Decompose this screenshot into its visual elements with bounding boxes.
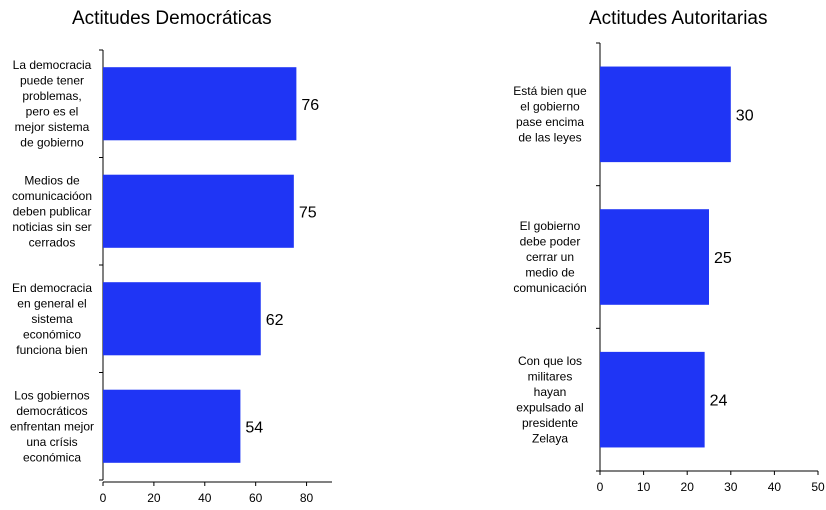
x-tick-label: 30	[724, 480, 738, 494]
x-tick-label: 20	[147, 491, 161, 505]
category-label: Medios de comunicacióon deben publicar noti…	[12, 173, 92, 249]
bar-value-label: 76	[301, 97, 319, 114]
category-label-line: enfrentan mejor	[10, 419, 94, 433]
bar	[103, 174, 294, 248]
category-label-line: deben publicar	[13, 204, 92, 218]
category-label-line: Zelaya	[532, 431, 568, 445]
category-label-line: Con que los	[518, 354, 582, 368]
category-label-line: económica	[23, 450, 81, 464]
x-tick-label: 20	[681, 480, 695, 494]
category-label-line: problemas,	[22, 89, 81, 103]
category-label-line: hayan	[534, 385, 567, 399]
category-label-line: Está bien que	[513, 84, 587, 98]
x-tick-label: 10	[637, 480, 651, 494]
bar	[103, 67, 297, 141]
bar-value-label: 62	[266, 312, 284, 329]
chart-title: Actitudes Democráticas	[72, 8, 272, 29]
bar	[103, 282, 261, 356]
category-label-line: pase encima	[516, 115, 584, 129]
category-label: El gobierno debe poder cerrar un medio de co…	[513, 219, 586, 295]
x-tick-label: 80	[300, 491, 314, 505]
category-label-line: noticias sin ser	[12, 220, 91, 234]
category-label-line: En democracia	[12, 281, 92, 295]
category-label-line: mejor sistema	[15, 120, 90, 134]
category-label-line: Los gobiernos	[14, 388, 89, 402]
category-label: La democracia puede tener problemas, pero e…	[13, 58, 92, 150]
x-tick-label: 60	[249, 491, 263, 505]
x-tick-label: 40	[198, 491, 212, 505]
category-label-line: debe poder	[520, 235, 581, 249]
bar-value-label: 24	[710, 393, 728, 410]
category-label-line: económico	[23, 327, 81, 341]
category-label-line: comunicación	[513, 281, 586, 295]
x-tick-label: 40	[768, 480, 782, 494]
category-label-line: Medios de	[24, 173, 80, 187]
category-label-line: presidente	[522, 416, 578, 430]
category-label-line: en general el	[17, 296, 86, 310]
category-label-line: el gobierno	[520, 100, 580, 114]
bar-value-label: 75	[299, 204, 317, 221]
bar-value-label: 25	[714, 250, 732, 267]
category-label-line: militares	[528, 369, 573, 383]
bar	[600, 351, 705, 448]
x-tick-label: 0	[100, 491, 107, 505]
category-label: En democracia en general el sistema económi…	[12, 281, 92, 357]
democratic-attitudes-plot: 0 20 40 60 80 76 La democracia puede tener probl…	[10, 49, 332, 505]
category-label: Con que los militares hayan expulsado al pre…	[516, 354, 583, 446]
x-tick-label: 0	[597, 480, 604, 494]
category-label-line: cerrar un	[526, 250, 574, 264]
category-label-line: comunicacióon	[12, 189, 92, 203]
bar	[600, 209, 709, 305]
chart-title: Actitudes Autoritarias	[589, 8, 768, 29]
category-label: Los gobiernos democráticos enfrentan mejor…	[10, 388, 94, 464]
bar	[600, 66, 731, 163]
category-label-line: una crísis	[26, 435, 77, 449]
category-label-line: pero es el	[26, 105, 79, 119]
category-label-line: democráticos	[16, 404, 87, 418]
bar-value-label: 30	[736, 107, 754, 124]
category-label-line: expulsado al	[516, 400, 583, 414]
category-label-line: La democracia	[13, 58, 92, 72]
bar	[103, 389, 241, 463]
category-label-line: puede tener	[20, 74, 84, 88]
category-label: Está bien que el gobierno pase encima de la…	[513, 84, 587, 144]
category-label-line: cerrados	[29, 235, 76, 249]
category-label-line: de las leyes	[518, 131, 581, 145]
category-label-line: funciona bien	[16, 343, 87, 357]
category-label-line: sistema	[31, 312, 73, 326]
category-label-line: medio de	[525, 266, 575, 280]
category-label-line: El gobierno	[520, 219, 581, 233]
category-label-line: de gobierno	[20, 136, 84, 150]
x-tick-label: 50	[811, 480, 825, 494]
bar-value-label: 54	[245, 419, 263, 436]
